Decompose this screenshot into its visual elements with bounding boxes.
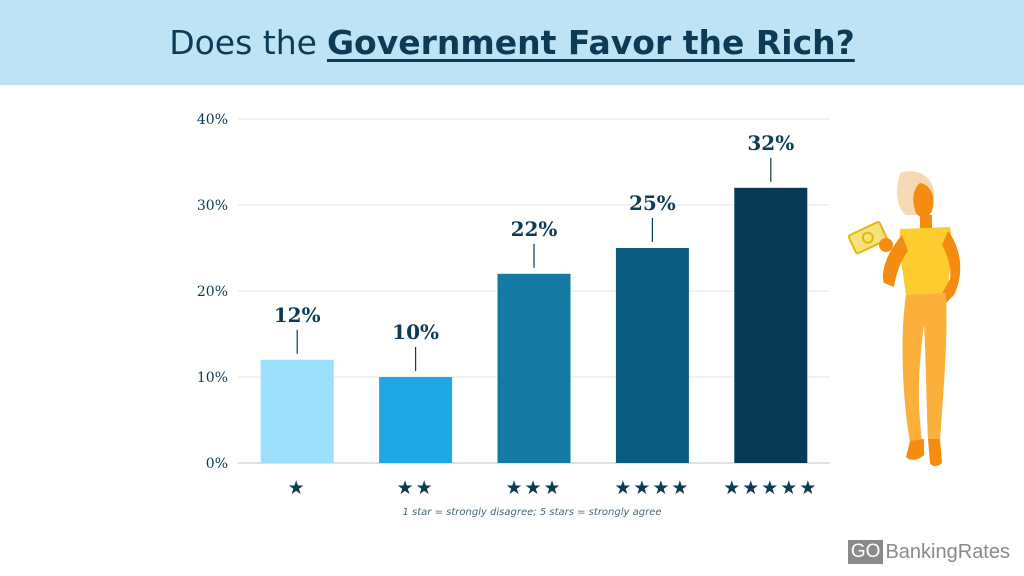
y-tick-label: 30% (197, 198, 228, 214)
data-label: 22% (511, 217, 558, 241)
x-tick-label-stars: ★★ (397, 477, 435, 499)
x-tick-label-stars: ★★★★ (614, 477, 690, 499)
x-tick-label-stars: ★★★ (505, 477, 562, 499)
bar (497, 273, 571, 463)
y-tick-label: 40% (197, 112, 228, 128)
data-label: 10% (392, 320, 439, 344)
x-tick-label-stars: ★★★★★ (723, 477, 818, 499)
bar (379, 377, 453, 463)
data-label: 25% (629, 191, 676, 215)
data-label: 32% (747, 131, 794, 155)
title-emphasis: Government Favor the Rich? (326, 23, 855, 62)
y-tick-label: 10% (197, 370, 228, 386)
bar (260, 359, 334, 463)
data-label: 12% (274, 303, 321, 327)
chart-caption: 1 star = strongly disagree; 5 stars = st… (402, 507, 662, 518)
title-plain: Does the (169, 23, 317, 62)
brand-go: GO (847, 540, 884, 564)
brand-logo: GO BankingRates (847, 540, 1010, 564)
y-tick-label: 0% (206, 456, 228, 472)
bar (734, 187, 808, 464)
y-tick-label: 20% (197, 284, 228, 300)
bar (615, 248, 689, 463)
header-banner (0, 0, 1024, 85)
chart-title: Does the Government Favor the Rich? (0, 0, 1024, 85)
woman-holding-money-icon (847, 171, 961, 466)
brand-name: BankingRates (885, 540, 1010, 563)
x-tick-label-stars: ★ (288, 477, 307, 499)
